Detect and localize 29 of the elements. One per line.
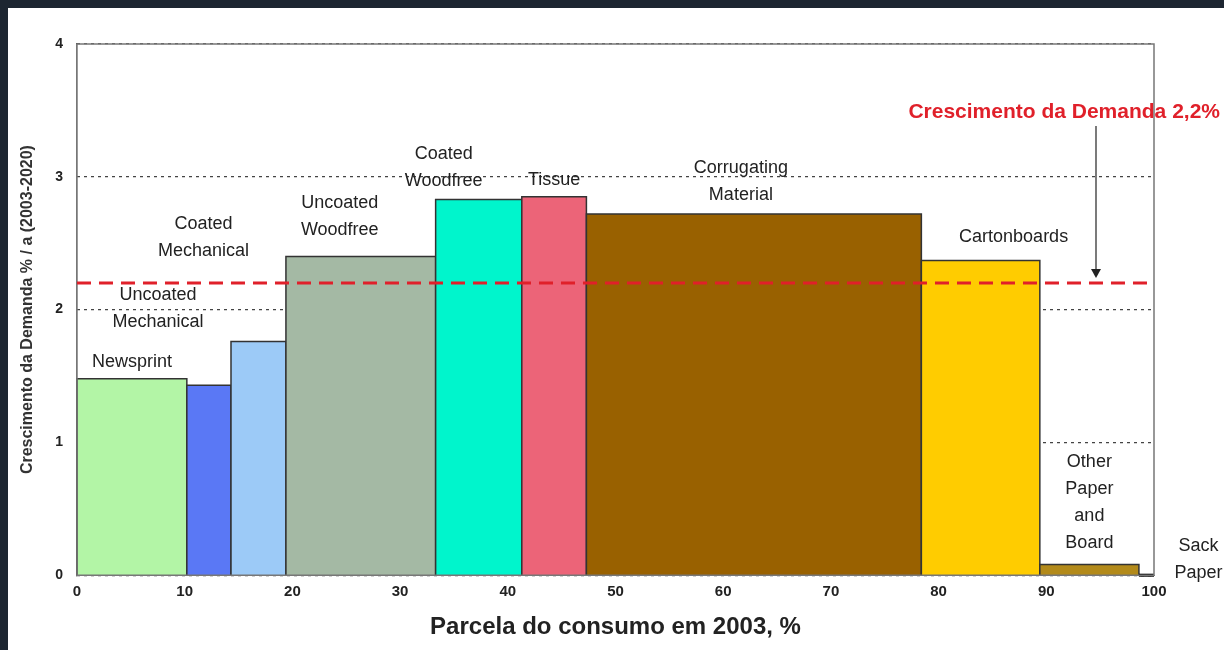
x-tick-label: 50	[607, 582, 624, 600]
y-axis-title: Crescimento da Demanda % / a (2003-2020)	[18, 145, 36, 475]
y-tick-label: 1	[55, 433, 64, 450]
annotation: Cartonboards	[959, 226, 1069, 247]
y-tick-label: 3	[55, 167, 64, 184]
annotation: Tissue	[527, 168, 581, 189]
annotation: Other Paper and Board	[1065, 450, 1114, 552]
x-tick-label: 100	[1141, 582, 1167, 600]
y-tick-label: 2	[55, 300, 64, 317]
ref-line-label: Crescimento da Demanda 2,2%	[908, 98, 1221, 122]
y-tick-label: 0	[55, 566, 64, 583]
y-tick-label: 4	[55, 34, 64, 51]
annotation: Corrugating Material	[693, 156, 788, 204]
annotation: Uncoated Mechanical	[112, 284, 204, 332]
annotation: Coated Woodfree	[404, 143, 483, 191]
x-tick-label: 60	[714, 582, 732, 600]
annotation: Uncoated Woodfree	[300, 192, 379, 240]
x-tick-label: 30	[391, 582, 409, 600]
x-axis-title: Parcela do consumo em 2003, %	[430, 612, 801, 640]
annotation: Newsprint	[91, 350, 172, 371]
x-tick-label: 40	[499, 582, 517, 600]
x-tick-label: 80	[930, 582, 947, 600]
text: Sack Paper	[1174, 535, 1223, 583]
x-tick-label: 10	[176, 582, 194, 600]
x-tick-label: 20	[284, 582, 301, 600]
annotation: Coated Mechanical	[157, 213, 249, 261]
x-tick-label: 70	[822, 582, 840, 600]
x-tick-label: 0	[72, 582, 82, 600]
x-tick-label: 90	[1037, 582, 1055, 600]
